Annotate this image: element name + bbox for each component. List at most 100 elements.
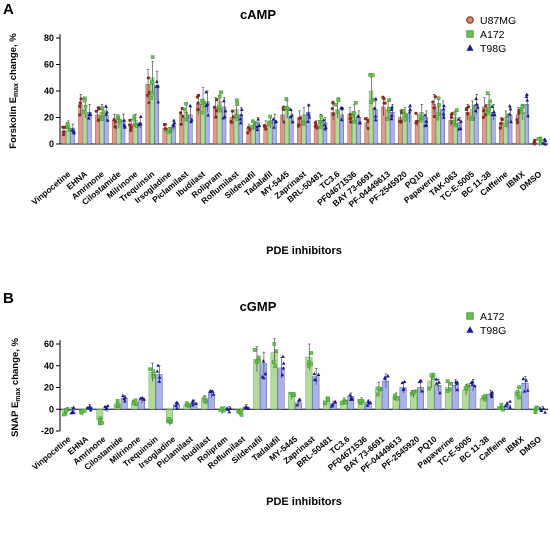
bar-u87mg — [465, 111, 470, 145]
data-point-a172 — [267, 121, 271, 126]
data-point-u87mg — [246, 125, 251, 130]
data-point-t98g — [438, 390, 442, 395]
data-point-t98g — [434, 377, 438, 381]
data-point-t98g — [245, 406, 250, 410]
data-point-t98g — [470, 382, 475, 386]
data-point-a172 — [257, 359, 261, 363]
data-point-t98g — [470, 379, 475, 384]
bar-u87mg — [364, 122, 369, 145]
data-point-u87mg — [263, 124, 267, 128]
legend-marker-a172 — [466, 312, 474, 320]
y-axis-label-tail: change, % — [8, 33, 19, 83]
data-point-a172 — [272, 342, 277, 346]
data-point-t98g — [227, 409, 232, 414]
data-point-u87mg — [229, 119, 233, 124]
data-point-a172 — [183, 107, 187, 112]
data-point-t98g — [437, 380, 441, 384]
y-tick-label: 20 — [44, 383, 54, 393]
data-point-t98g — [383, 376, 387, 380]
data-point-t98g — [400, 380, 405, 385]
bar-t98g — [399, 387, 407, 410]
data-point-t98g — [524, 378, 529, 382]
data-point-a172 — [427, 386, 431, 391]
data-point-t98g — [476, 105, 480, 109]
data-point-u87mg — [62, 130, 66, 134]
data-point-t98g — [138, 396, 143, 400]
data-point-t98g — [420, 389, 424, 393]
data-point-a172 — [99, 117, 104, 121]
data-point-a172 — [148, 367, 152, 371]
data-point-u87mg — [147, 101, 151, 105]
data-point-a172 — [517, 385, 521, 389]
data-point-t98g — [89, 406, 93, 410]
bar-t98g — [423, 117, 429, 145]
data-point-u87mg — [179, 122, 183, 126]
data-point-t98g — [211, 392, 216, 396]
data-point-t98g — [455, 380, 460, 384]
data-point-a172 — [268, 114, 272, 119]
data-point-u87mg — [432, 106, 436, 110]
bar-a172 — [436, 106, 441, 145]
data-point-u87mg — [331, 112, 335, 117]
data-point-t98g — [492, 112, 497, 117]
data-point-t98g — [473, 108, 478, 113]
data-point-t98g — [139, 114, 143, 118]
data-point-a172 — [65, 123, 70, 128]
data-point-a172 — [435, 116, 440, 121]
panel-letter: A — [3, 1, 14, 18]
data-point-t98g — [72, 129, 76, 133]
data-point-a172 — [115, 114, 120, 119]
data-point-a172 — [318, 125, 323, 129]
x-axis-label: PDE inhibitors — [266, 245, 342, 257]
legend-marker-t98g — [466, 326, 474, 333]
data-point-u87mg — [78, 104, 82, 108]
data-point-t98g — [190, 403, 195, 407]
data-point-a172 — [200, 110, 204, 115]
bar-a172 — [301, 114, 306, 145]
y-tick-label: 60 — [44, 60, 54, 70]
data-point-u87mg — [433, 95, 438, 99]
data-point-t98g — [86, 405, 90, 410]
data-point-a172 — [284, 97, 289, 101]
data-point-t98g — [357, 120, 362, 125]
data-point-t98g — [155, 79, 159, 83]
data-point-a172 — [235, 98, 239, 103]
data-point-u87mg — [398, 119, 402, 124]
bar-a172 — [253, 359, 261, 410]
data-point-a172 — [483, 394, 487, 398]
data-point-t98g — [281, 354, 285, 358]
data-point-a172 — [488, 99, 492, 104]
data-point-a172 — [82, 408, 87, 413]
data-point-t98g — [238, 121, 243, 125]
data-point-a172 — [334, 102, 338, 107]
data-point-t98g — [424, 119, 428, 123]
data-point-u87mg — [348, 117, 352, 121]
data-point-a172 — [217, 105, 221, 110]
data-point-t98g — [509, 119, 513, 124]
data-point-a172 — [217, 94, 222, 99]
data-point-a172 — [394, 396, 399, 401]
data-point-t98g — [542, 137, 547, 141]
data-point-u87mg — [515, 118, 519, 122]
data-point-u87mg — [61, 132, 66, 137]
data-point-u87mg — [500, 117, 504, 122]
bar-a172 — [462, 389, 470, 410]
bar-t98g — [272, 119, 277, 145]
data-point-a172 — [101, 110, 106, 114]
data-point-t98g — [281, 361, 286, 365]
data-point-u87mg — [196, 101, 200, 105]
data-point-t98g — [374, 96, 378, 101]
legend-label-a172: A172 — [480, 29, 505, 41]
bar-t98g — [312, 376, 320, 410]
data-point-a172 — [149, 91, 154, 96]
data-point-t98g — [522, 389, 527, 393]
data-point-t98g — [174, 403, 178, 407]
data-point-a172 — [485, 91, 490, 96]
data-point-t98g — [104, 104, 108, 108]
data-point-a172 — [235, 117, 239, 121]
data-point-u87mg — [129, 128, 133, 133]
legend-label-t98g: T98G — [480, 325, 506, 337]
data-point-t98g — [261, 359, 266, 363]
data-point-t98g — [316, 372, 321, 376]
